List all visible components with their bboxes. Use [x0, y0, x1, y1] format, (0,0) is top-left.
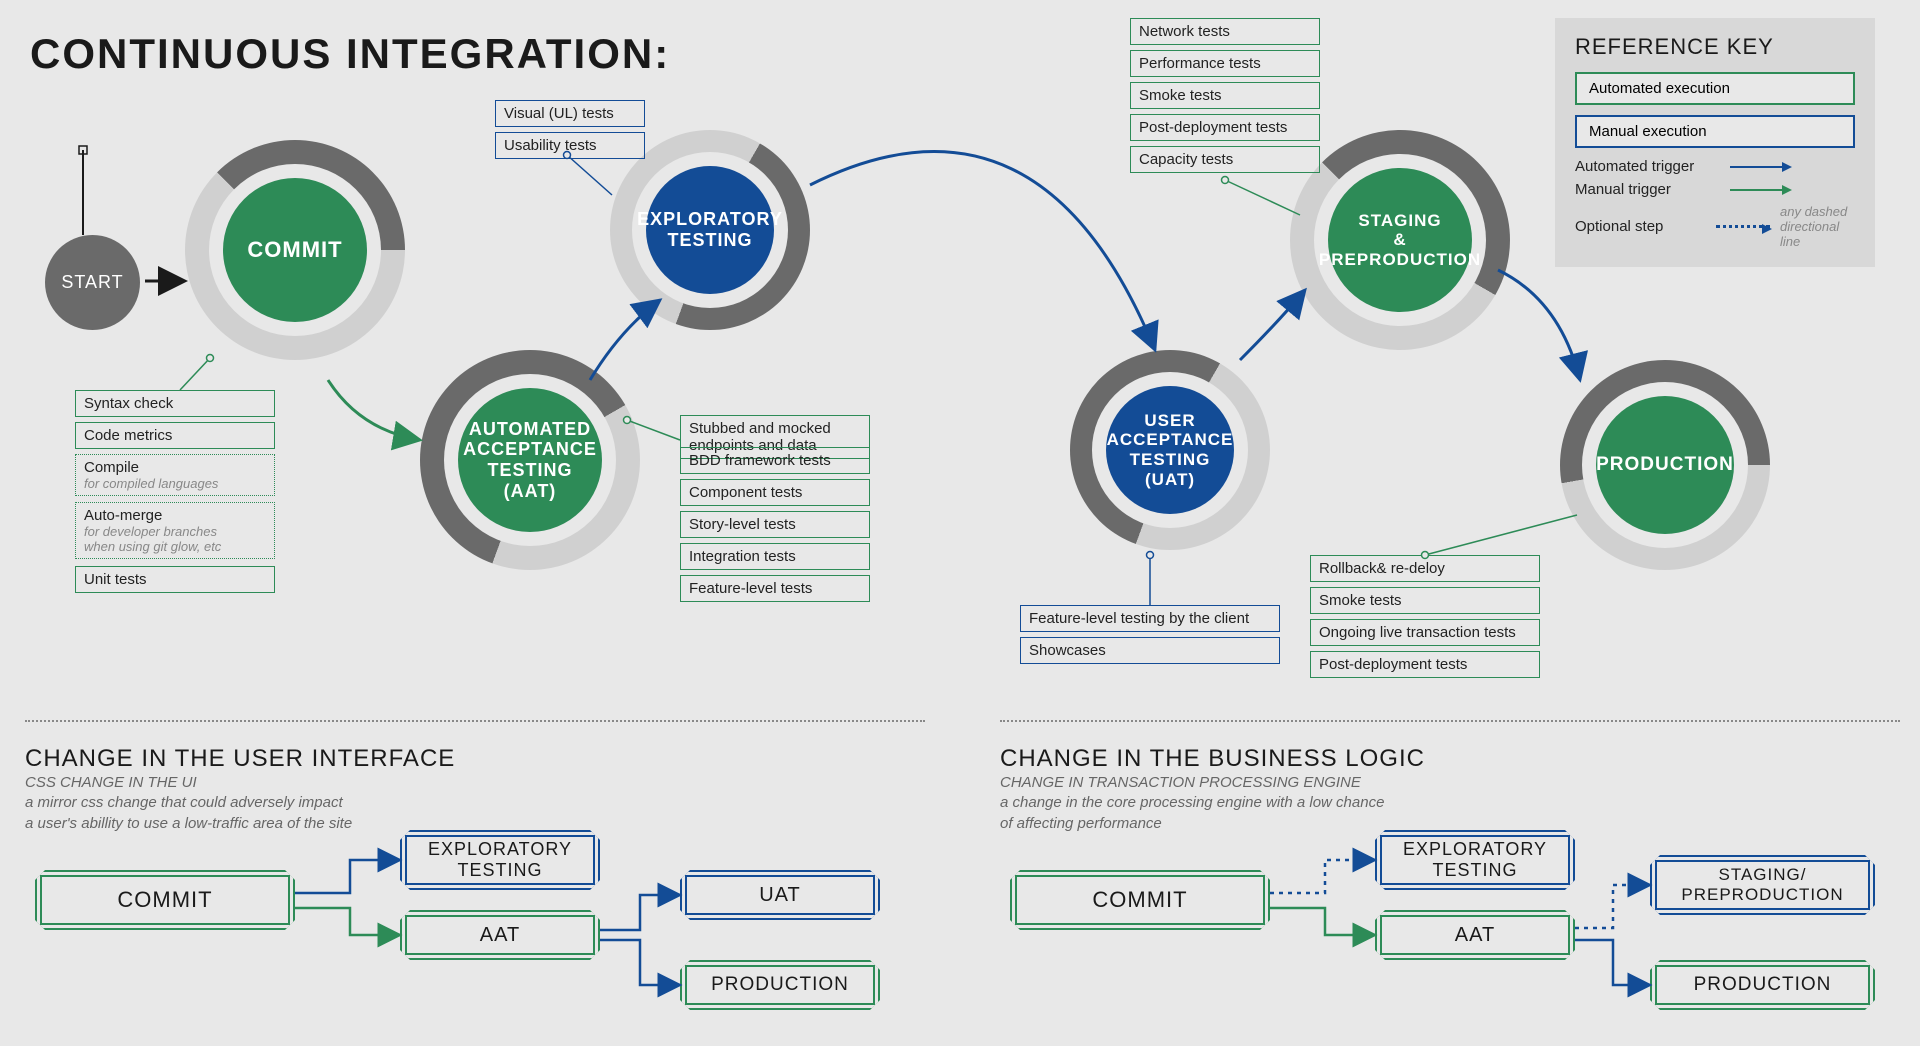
flow-box-p2: PRODUCTION [1650, 960, 1875, 1010]
legend-row-2: Optional stepany dasheddirectional line [1575, 204, 1855, 249]
testbox-commit_tests-3: Auto-mergefor developer brancheswhen usi… [75, 502, 275, 559]
flow-box-a1: AAT [400, 910, 600, 960]
node-label-aat: AUTOMATEDACCEPTANCETESTING(AAT) [458, 388, 602, 532]
testbox-staging_tests-0: Network tests [1130, 18, 1320, 45]
testbox-aat_tests-1: BDD framework tests [680, 447, 870, 474]
legend-row-1: Manual trigger [1575, 181, 1855, 198]
flow-box-c2: COMMIT [1010, 870, 1270, 930]
legend-row-0: Automated trigger [1575, 158, 1855, 175]
testbox-prod_tests-1: Smoke tests [1310, 587, 1540, 614]
testbox-commit_tests-1: Code metrics [75, 422, 275, 449]
section-sub-1: CHANGE IN TRANSACTION PROCESSING ENGINEa… [1000, 773, 1384, 834]
testbox-aat_tests-3: Story-level tests [680, 511, 870, 538]
flow-box-e1: EXPLORATORYTESTING [400, 830, 600, 890]
testbox-exploratory_tests-0: Visual (UL) tests [495, 100, 645, 127]
flow-box-p1: PRODUCTION [680, 960, 880, 1010]
node-exploratory: EXPLORATORYTESTING [610, 130, 810, 330]
node-label-staging: STAGING&PREPRODUCTION [1328, 168, 1472, 312]
node-staging: STAGING&PREPRODUCTION [1290, 130, 1510, 350]
flow-box-a2: AAT [1375, 910, 1575, 960]
testbox-prod_tests-2: Ongoing live transaction tests [1310, 619, 1540, 646]
testbox-commit_tests-2: Compilefor compiled languages [75, 454, 275, 496]
start-node: START [45, 235, 140, 330]
node-commit: COMMIT [185, 140, 405, 360]
testbox-exploratory_tests-1: Usability tests [495, 132, 645, 159]
divider-1 [1000, 720, 1900, 722]
flow-box-e2: EXPLORATORYTESTING [1375, 830, 1575, 890]
testbox-commit_tests-0: Syntax check [75, 390, 275, 417]
testbox-staging_tests-3: Post-deployment tests [1130, 114, 1320, 141]
section-sub-0: CSS CHANGE IN THE UIa mirror css change … [25, 773, 352, 834]
flow-box-s2: STAGING/PREPRODUCTION [1650, 855, 1875, 915]
node-aat: AUTOMATEDACCEPTANCETESTING(AAT) [420, 350, 640, 570]
testbox-aat_tests-2: Component tests [680, 479, 870, 506]
testbox-staging_tests-2: Smoke tests [1130, 82, 1320, 109]
page-title: CONTINUOUS INTEGRATION: [30, 30, 670, 78]
testbox-uat_tests-0: Feature-level testing by the client [1020, 605, 1280, 632]
node-label-commit: COMMIT [223, 178, 367, 322]
node-label-exploratory: EXPLORATORYTESTING [646, 166, 774, 294]
node-prod: PRODUCTION [1560, 360, 1770, 570]
section-title-0: CHANGE IN THE USER INTERFACE [25, 745, 455, 773]
flow-box-c1: COMMIT [35, 870, 295, 930]
legend: REFERENCE KEY Automated execution Manual e… [1555, 18, 1875, 267]
testbox-aat_tests-5: Feature-level tests [680, 575, 870, 602]
legend-title: REFERENCE KEY [1575, 34, 1855, 60]
node-label-prod: PRODUCTION [1596, 396, 1734, 534]
testbox-staging_tests-1: Performance tests [1130, 50, 1320, 77]
testbox-staging_tests-4: Capacity tests [1130, 146, 1320, 173]
testbox-uat_tests-1: Showcases [1020, 637, 1280, 664]
flow-box-u1: UAT [680, 870, 880, 920]
testbox-prod_tests-3: Post-deployment tests [1310, 651, 1540, 678]
divider-0 [25, 720, 925, 722]
testbox-commit_tests-4: Unit tests [75, 566, 275, 593]
node-label-uat: USERACCEPTANCETESTING(UAT) [1106, 386, 1234, 514]
section-title-1: CHANGE IN THE BUSINESS LOGIC [1000, 745, 1425, 773]
node-uat: USERACCEPTANCETESTING(UAT) [1070, 350, 1270, 550]
legend-box-0: Automated execution [1575, 72, 1855, 105]
legend-box-1: Manual execution [1575, 115, 1855, 148]
testbox-aat_tests-4: Integration tests [680, 543, 870, 570]
testbox-prod_tests-0: Rollback& re-deloy [1310, 555, 1540, 582]
